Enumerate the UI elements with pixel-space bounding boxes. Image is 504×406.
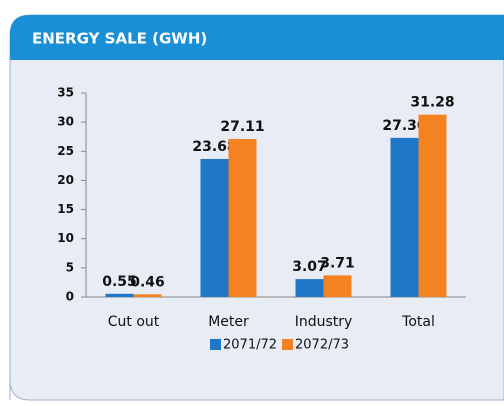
value-label: 3.71 bbox=[320, 255, 355, 271]
y-tick-label: 20 bbox=[57, 173, 74, 187]
bar bbox=[323, 275, 352, 297]
value-label: 0.46 bbox=[130, 274, 165, 290]
value-label: 31.28 bbox=[410, 95, 454, 111]
card-header bbox=[10, 15, 504, 60]
y-tick-label: 15 bbox=[57, 202, 74, 216]
y-tick-label: 5 bbox=[66, 260, 74, 274]
x-tick-label: Cut out bbox=[108, 314, 160, 330]
y-tick-label: 30 bbox=[57, 115, 74, 129]
x-tick-label: Meter bbox=[208, 314, 249, 330]
chart-title: ENERGY SALE (GWH) bbox=[32, 30, 207, 48]
y-tick-label: 35 bbox=[57, 86, 74, 100]
bar bbox=[418, 114, 447, 298]
bar bbox=[390, 137, 419, 297]
x-tick-label: Total bbox=[401, 314, 435, 330]
value-label: 23.68 bbox=[192, 139, 236, 155]
legend-swatch bbox=[282, 339, 293, 350]
y-tick-label: 0 bbox=[66, 290, 74, 304]
value-label: 3.07 bbox=[292, 259, 327, 275]
legend-swatch bbox=[210, 339, 221, 350]
legend-label: 2071/72 bbox=[223, 338, 277, 353]
bar bbox=[133, 294, 162, 297]
legend-label: 2072/73 bbox=[295, 338, 349, 353]
bar bbox=[228, 138, 257, 297]
value-label: 27.30 bbox=[382, 118, 427, 134]
y-tick-label: 25 bbox=[57, 144, 74, 158]
y-tick-label: 10 bbox=[57, 231, 74, 245]
x-tick-label: Industry bbox=[295, 314, 353, 330]
bar bbox=[200, 158, 229, 297]
value-label: 27.11 bbox=[220, 119, 264, 135]
value-label: 0.55 bbox=[102, 274, 137, 290]
bar bbox=[105, 293, 134, 297]
bar bbox=[295, 279, 324, 297]
